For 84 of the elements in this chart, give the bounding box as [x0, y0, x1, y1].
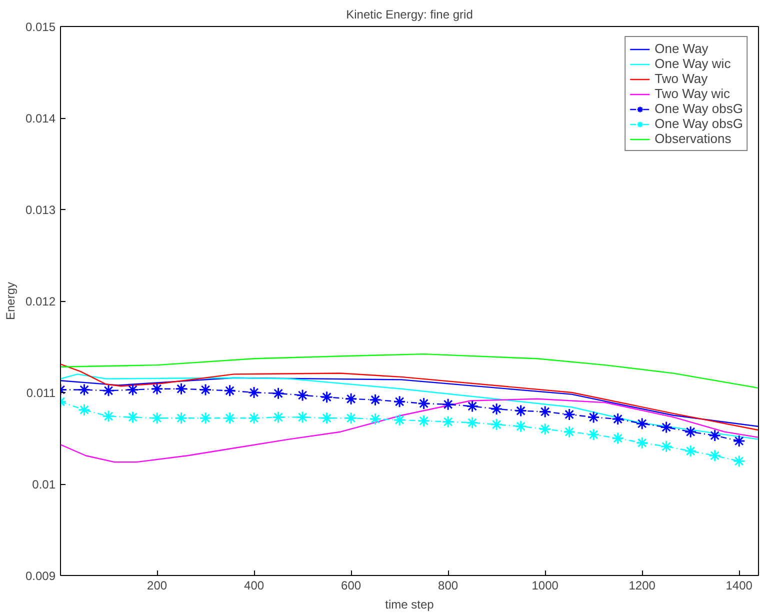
- x-tick-label: 1000: [532, 578, 559, 592]
- point: [660, 421, 673, 434]
- x-tick-label: 400: [244, 578, 264, 592]
- line-series: [60, 374, 758, 440]
- point: [248, 412, 260, 424]
- y-tick-label: 0.011: [26, 386, 56, 400]
- point: [150, 412, 164, 424]
- point: [684, 444, 697, 458]
- point: [175, 412, 188, 424]
- point: [224, 412, 236, 424]
- point: [442, 416, 454, 428]
- line-series: [60, 364, 758, 431]
- point: [418, 397, 430, 410]
- legend-label: Two Way: [654, 71, 708, 86]
- point: [490, 402, 503, 416]
- point: [126, 410, 140, 424]
- point: [102, 410, 115, 423]
- point: [344, 392, 358, 406]
- point: [612, 432, 624, 444]
- y-axis-title: Energy: [3, 282, 18, 320]
- point: [344, 412, 358, 424]
- point: [78, 404, 91, 416]
- point: [369, 394, 382, 406]
- y-tick-label: 0.014: [25, 112, 56, 126]
- x-tick-label: 1200: [628, 578, 656, 592]
- chart-title: Kinetic Energy: fine grid: [346, 8, 473, 22]
- point: [320, 412, 334, 424]
- point: [587, 428, 600, 441]
- y-tick-label: 0.01: [32, 478, 56, 492]
- point: [636, 417, 648, 430]
- point: [636, 436, 648, 450]
- x-tick-label: 1400: [726, 578, 753, 592]
- point: [708, 429, 722, 442]
- point: [442, 398, 454, 411]
- point: [224, 384, 236, 397]
- point: [296, 388, 309, 402]
- point: [732, 454, 746, 468]
- point: [538, 422, 552, 436]
- legend-label: One Way wic: [654, 56, 731, 71]
- legend-label: Observations: [654, 131, 732, 146]
- point: [466, 400, 479, 412]
- point: [612, 412, 624, 426]
- x-axis-title: time step: [385, 598, 434, 612]
- point: [563, 408, 576, 421]
- x-tick-label: 600: [341, 578, 362, 592]
- point: [466, 416, 479, 429]
- point: [393, 414, 406, 426]
- point: [393, 395, 406, 408]
- point: [248, 386, 260, 399]
- point: [587, 410, 600, 424]
- point: [514, 420, 528, 433]
- legend-label: One Way: [654, 41, 708, 56]
- point: [199, 384, 212, 396]
- line-series: [60, 377, 758, 427]
- point: [418, 414, 430, 428]
- point: [272, 410, 285, 424]
- point: [320, 390, 334, 404]
- y-tick-label: 0.013: [25, 203, 56, 217]
- line-series: [60, 353, 758, 389]
- point: [175, 382, 188, 396]
- x-tick-label: 200: [147, 578, 168, 592]
- point: [296, 410, 309, 424]
- x-tick-label: 800: [438, 578, 458, 592]
- y-tick-label: 0.009: [25, 569, 56, 583]
- point: [563, 426, 576, 438]
- legend-label: One Way obsG: [654, 101, 743, 116]
- point: [684, 426, 697, 438]
- point: [708, 449, 722, 462]
- point: [369, 412, 382, 426]
- y-tick-label: 0.012: [25, 294, 56, 308]
- legend-label: One Way obsG: [654, 116, 743, 131]
- point: [660, 440, 673, 453]
- point: [102, 384, 115, 397]
- point: [126, 384, 140, 396]
- point: [538, 405, 552, 418]
- point: [490, 418, 503, 431]
- point: [272, 387, 285, 400]
- point: [514, 404, 528, 418]
- point: [199, 412, 212, 424]
- point: [150, 382, 164, 396]
- legend-label: Two Way wic: [654, 86, 730, 101]
- y-tick-label: 0.015: [25, 20, 56, 34]
- point: [78, 384, 91, 396]
- point: [732, 434, 746, 448]
